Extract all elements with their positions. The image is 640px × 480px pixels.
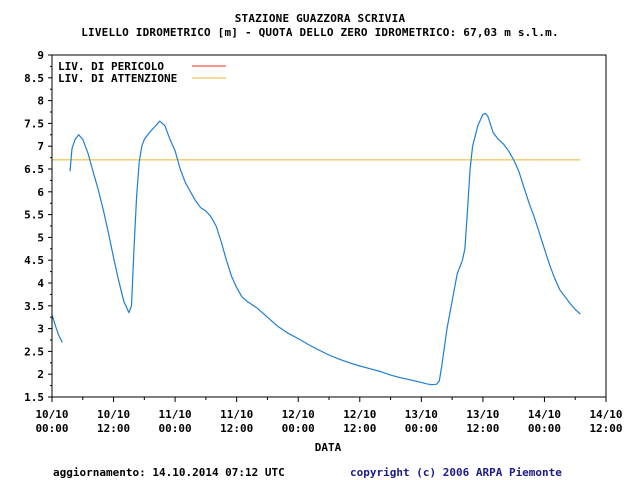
- y-tick-label: 4: [37, 277, 44, 290]
- y-tick-labels: 1.5 2 2.5 3 3.5 4 4.5 5 5.5 6 6.5 7 7.5 8 8.5 9: [24, 49, 44, 404]
- series-lines: [51, 112, 581, 386]
- x-tick-label-time: 00:00: [159, 422, 192, 435]
- x-tick-label-date: 10/10: [35, 408, 68, 421]
- x-tick-label-date: 10/10: [97, 408, 130, 421]
- x-tick-label-time: 12:00: [343, 422, 376, 435]
- x-tick-label-date: 12/10: [282, 408, 315, 421]
- y-tick-label: 6.5: [24, 163, 44, 176]
- x-tick-label-time: 00:00: [405, 422, 438, 435]
- y-tick-label: 4.5: [24, 254, 44, 267]
- update-timestamp: aggiornamento: 14.10.2014 07:12 UTC: [53, 466, 285, 479]
- x-tick-label-date: 12/10: [343, 408, 376, 421]
- water-level-line: [69, 112, 581, 386]
- x-tick-label-time: 12:00: [466, 422, 499, 435]
- y-tick-label: 3: [37, 323, 44, 336]
- x-tick-label-time: 12:00: [97, 422, 130, 435]
- x-tick-label-time: 00:00: [282, 422, 315, 435]
- water-level-line: [51, 314, 63, 343]
- x-tick-label-time: 12:00: [220, 422, 253, 435]
- y-tick-label: 3.5: [24, 300, 44, 313]
- x-tick-label-date: 14/10: [589, 408, 622, 421]
- y-tick-label: 5.5: [24, 209, 44, 222]
- x-tick-label-date: 14/10: [528, 408, 561, 421]
- x-tick-label-time: 00:00: [35, 422, 68, 435]
- x-tick-label-date: 13/10: [466, 408, 499, 421]
- y-tick-label: 9: [37, 49, 44, 62]
- y-tick-label: 7: [37, 140, 44, 153]
- y-tick-label: 5: [37, 231, 44, 244]
- x-tick-label-time: 00:00: [528, 422, 561, 435]
- x-tick-label-date: 11/10: [220, 408, 253, 421]
- y-tick-label: 6: [37, 186, 44, 199]
- y-tick-label: 2: [37, 368, 44, 381]
- copyright-notice: copyright (c) 2006 ARPA Piemonte: [350, 466, 562, 479]
- chart-subtitle: LIVELLO IDROMETRICO [m] - QUOTA DELLO ZE…: [81, 26, 559, 39]
- plot-frame: [51, 54, 607, 398]
- x-tick-label-time: 12:00: [589, 422, 622, 435]
- legend-label: LIV. DI PERICOLO: [58, 60, 164, 73]
- x-tick-labels: 10/1000:0010/1012:0011/1000:0011/1012:00…: [35, 408, 622, 435]
- x-tick-label-date: 13/10: [405, 408, 438, 421]
- y-tick-label: 8: [37, 95, 44, 108]
- legend-label: LIV. DI ATTENZIONE: [58, 72, 177, 85]
- x-tick-label-date: 11/10: [159, 408, 192, 421]
- chart-title: STAZIONE GUAZZORA SCRIVIA: [234, 12, 406, 25]
- axis-ticks: [48, 54, 607, 402]
- y-tick-label: 7.5: [24, 117, 44, 130]
- y-tick-label: 1.5: [24, 391, 44, 404]
- y-tick-label: 8.5: [24, 72, 44, 85]
- x-axis-label: DATA: [315, 441, 342, 454]
- y-tick-label: 2.5: [24, 345, 44, 358]
